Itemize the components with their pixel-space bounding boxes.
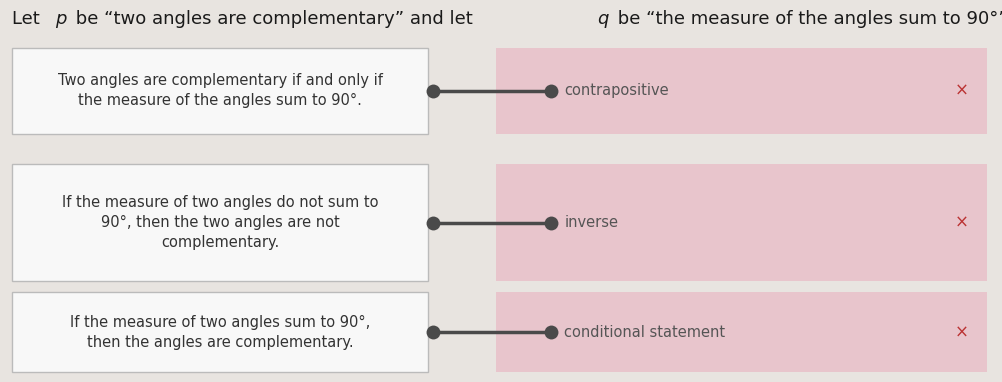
Text: If the measure of two angles sum to 90°,
then the angles are complementary.: If the measure of two angles sum to 90°,…: [70, 315, 370, 350]
Text: contrapositive: contrapositive: [564, 83, 668, 98]
Text: ×: ×: [955, 323, 969, 342]
FancyBboxPatch shape: [12, 164, 428, 281]
Text: p: p: [55, 10, 66, 28]
FancyBboxPatch shape: [12, 48, 428, 134]
Text: be “two angles are complementary” and let: be “two angles are complementary” and le…: [70, 10, 478, 28]
Text: If the measure of two angles do not sum to
90°, then the two angles are not
comp: If the measure of two angles do not sum …: [62, 195, 378, 250]
Text: inverse: inverse: [564, 215, 618, 230]
FancyBboxPatch shape: [12, 292, 428, 372]
FancyBboxPatch shape: [496, 48, 987, 134]
Text: be “the measure of the angles sum to 90°”.: be “the measure of the angles sum to 90°…: [611, 10, 1002, 28]
Text: ×: ×: [955, 214, 969, 231]
FancyBboxPatch shape: [496, 164, 987, 281]
Text: conditional statement: conditional statement: [564, 325, 725, 340]
Text: ×: ×: [955, 82, 969, 100]
Text: q: q: [597, 10, 608, 28]
FancyBboxPatch shape: [496, 292, 987, 372]
Text: Two angles are complementary if and only if
the measure of the angles sum to 90°: Two angles are complementary if and only…: [57, 73, 383, 108]
Text: Let: Let: [12, 10, 45, 28]
